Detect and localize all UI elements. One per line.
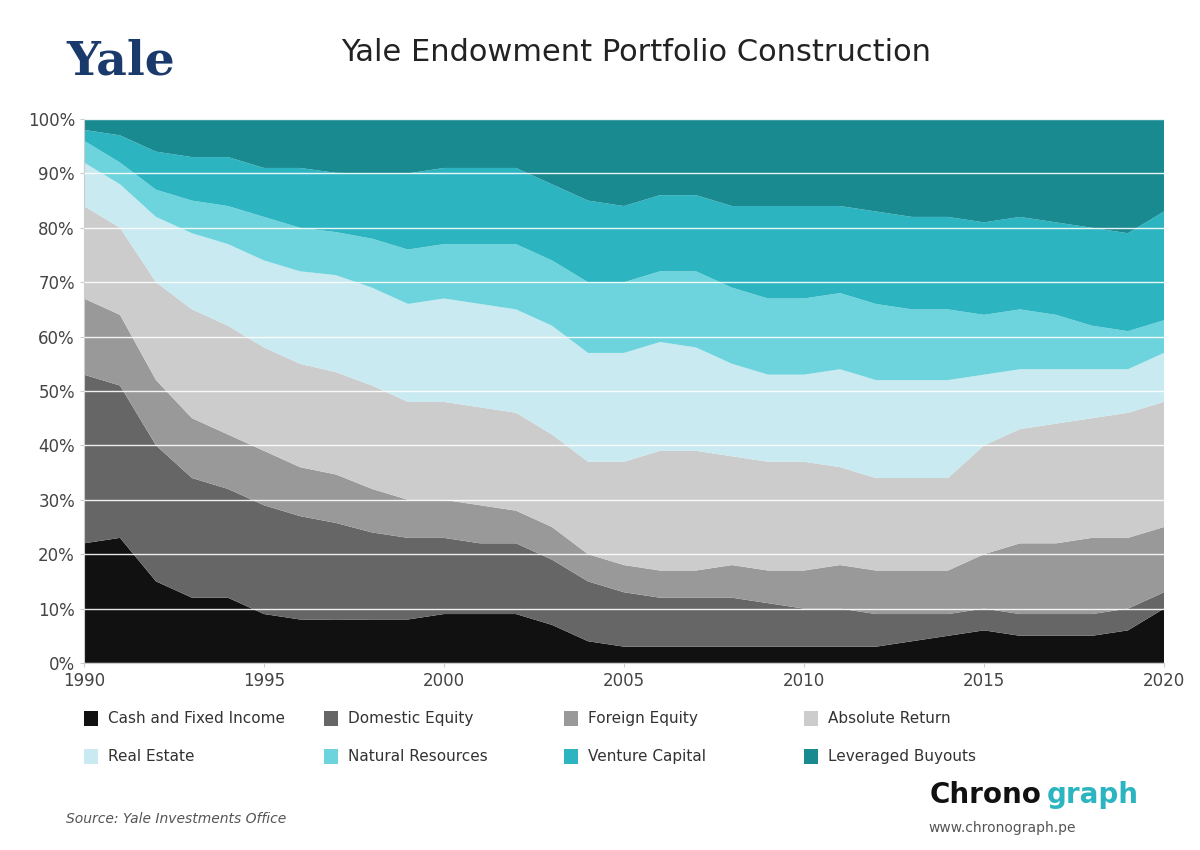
Text: Foreign Equity: Foreign Equity [588, 711, 698, 726]
Text: Yale: Yale [66, 38, 175, 84]
Text: Source: Yale Investments Office: Source: Yale Investments Office [66, 813, 287, 826]
Text: Cash and Fixed Income: Cash and Fixed Income [108, 711, 286, 726]
Text: Absolute Return: Absolute Return [828, 711, 950, 726]
Text: Venture Capital: Venture Capital [588, 749, 706, 764]
Text: Chrono: Chrono [930, 781, 1042, 809]
Text: Domestic Equity: Domestic Equity [348, 711, 473, 726]
Text: www.chronograph.pe: www.chronograph.pe [929, 821, 1075, 835]
Text: Natural Resources: Natural Resources [348, 749, 487, 764]
Text: Leveraged Buyouts: Leveraged Buyouts [828, 749, 976, 764]
Text: graph: graph [1046, 781, 1139, 809]
Text: Real Estate: Real Estate [108, 749, 194, 764]
Text: Yale Endowment Portfolio Construction: Yale Endowment Portfolio Construction [341, 38, 931, 67]
